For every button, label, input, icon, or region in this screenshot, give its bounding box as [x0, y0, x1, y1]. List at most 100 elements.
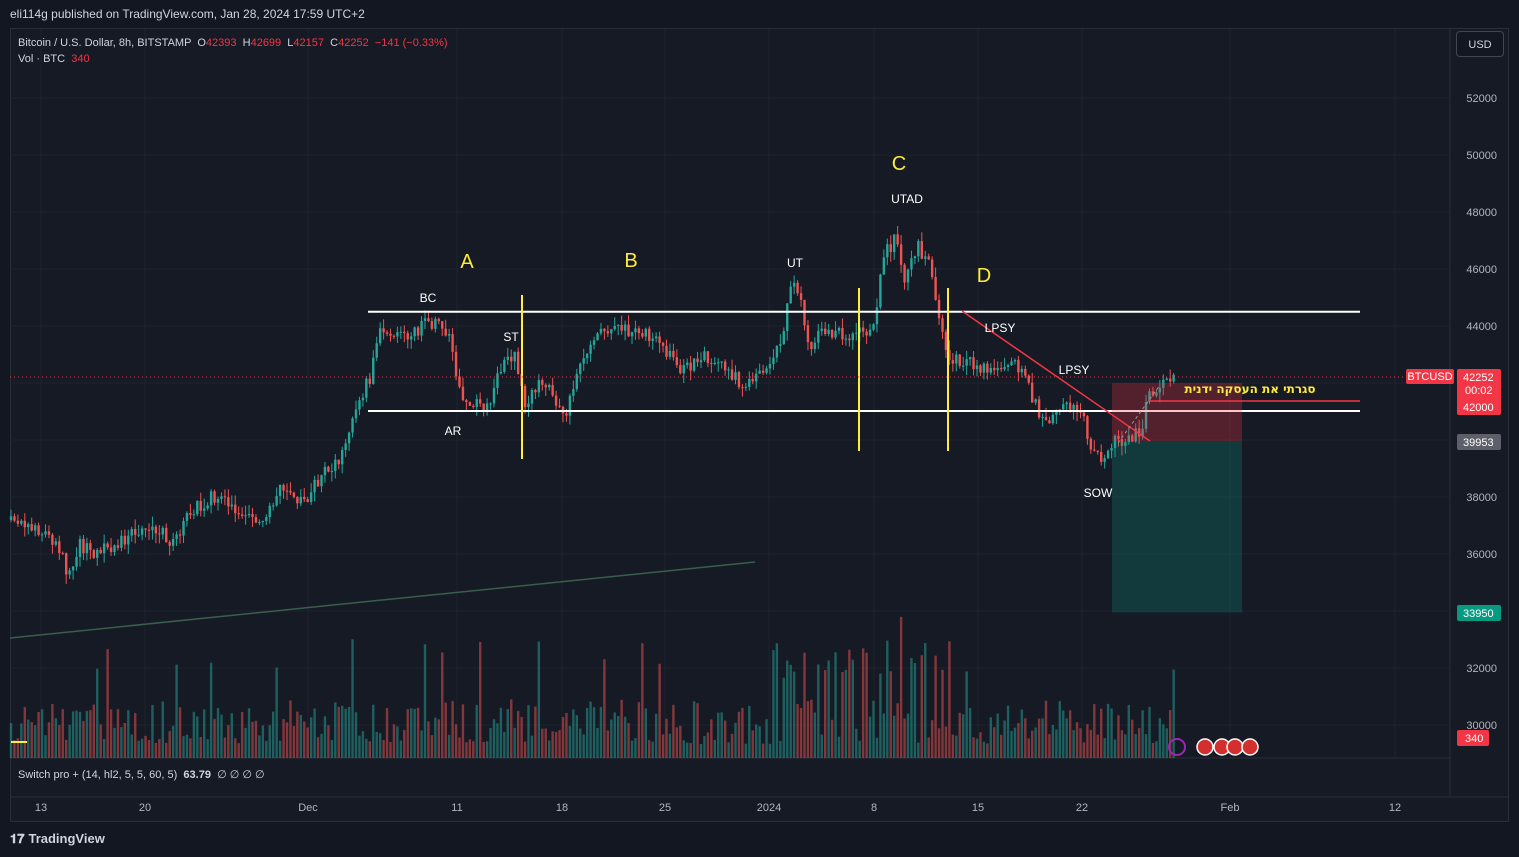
- volume-bar: [147, 739, 151, 758]
- candle-body: [1117, 435, 1120, 440]
- event-label: UTAD: [891, 192, 923, 206]
- volume-bar: [1006, 705, 1010, 758]
- candle-body: [944, 331, 948, 351]
- candle-body: [247, 514, 251, 516]
- candle-body: [582, 358, 585, 364]
- candle-body: [378, 328, 382, 344]
- candle-body: [620, 324, 623, 331]
- volume-bar: [396, 726, 399, 758]
- volume-bar: [834, 652, 837, 758]
- entry-price-tag: [1457, 434, 1501, 450]
- candle-body: [758, 370, 761, 374]
- candle-body: [265, 517, 268, 522]
- volume-bar: [82, 720, 85, 758]
- candle-body: [558, 405, 561, 407]
- candle-body: [158, 533, 161, 535]
- volume-bar: [479, 642, 482, 758]
- volume-bar: [561, 717, 565, 758]
- candle-body: [244, 515, 247, 517]
- candle-body: [817, 331, 820, 343]
- candle-body: [634, 328, 637, 333]
- volume-bar: [779, 740, 782, 758]
- symbol-title[interactable]: Bitcoin / U.S. Dollar, 8h, BITSTAMP: [18, 37, 192, 49]
- candle-body: [792, 282, 796, 287]
- volume-bar: [975, 738, 979, 758]
- volume-bar: [679, 725, 682, 758]
- volume-bar: [592, 707, 596, 758]
- volume-bar: [344, 708, 347, 758]
- volume-bar: [454, 724, 458, 758]
- volume-bar: [913, 663, 917, 758]
- volume-bar: [465, 742, 468, 758]
- candle-body: [403, 331, 406, 334]
- volume-bar: [965, 671, 968, 758]
- candle-body: [261, 521, 265, 523]
- y-tick-label: 30000: [1466, 720, 1497, 732]
- candle-body: [54, 541, 58, 545]
- volume-bar: [610, 719, 613, 758]
- candle-body: [855, 332, 858, 334]
- candle-body: [58, 541, 61, 554]
- candle-body: [703, 351, 706, 361]
- volume-bar: [44, 735, 47, 758]
- entry-price-value: 39953: [1463, 437, 1494, 449]
- volume-bar: [213, 719, 216, 758]
- volume-bar: [661, 734, 665, 758]
- volume-bar: [272, 711, 275, 758]
- volume-bar: [472, 741, 475, 758]
- volume-bar: [182, 736, 185, 758]
- volume-bar: [513, 727, 516, 758]
- downtrend-line: [961, 310, 1151, 442]
- volume-bar: [1020, 709, 1024, 758]
- volume-bar: [20, 723, 23, 758]
- candle-body: [468, 402, 472, 406]
- candle-body: [99, 549, 102, 554]
- candle-body: [579, 363, 582, 374]
- volume-bar: [620, 699, 623, 758]
- lightning-event-icon: [1168, 738, 1186, 756]
- candle-body: [65, 553, 68, 575]
- volume-bar: [206, 739, 209, 758]
- candle-body: [710, 363, 713, 365]
- candle-body: [868, 329, 872, 336]
- volume-bar: [544, 728, 547, 758]
- tradingview-logo[interactable]: 𝟏𝟕 TradingView: [10, 831, 105, 847]
- candle-body: [216, 498, 220, 503]
- volume-bar: [382, 739, 385, 758]
- volume-label: Vol · BTC: [18, 53, 66, 65]
- candle-body: [430, 321, 434, 329]
- candle-body: [30, 524, 33, 531]
- candle-body: [23, 520, 26, 528]
- candle-body: [437, 318, 440, 322]
- candle-body: [296, 496, 299, 504]
- volume-bar: [154, 742, 158, 758]
- candle-body: [879, 274, 882, 308]
- volume-bar: [209, 662, 213, 758]
- indicator-label[interactable]: Switch pro + (14, hl2, 5, 5, 60, 5): [18, 769, 178, 781]
- volume-bar: [696, 703, 699, 758]
- candle-body: [209, 491, 213, 506]
- volume-bar: [772, 650, 775, 758]
- candle-body: [827, 329, 830, 335]
- volume-bar: [161, 701, 164, 758]
- volume-bar: [134, 712, 137, 758]
- candle-body: [441, 321, 444, 329]
- currency-button[interactable]: USD: [1456, 31, 1504, 57]
- event-label: BC: [420, 291, 437, 305]
- candle-body: [178, 534, 182, 536]
- volume-bar: [234, 738, 237, 758]
- phase-label: D: [977, 265, 991, 287]
- candle-body: [837, 327, 841, 331]
- last-price-value: 42252: [1463, 372, 1494, 384]
- volume-bar: [551, 731, 554, 758]
- volume-bar: [899, 616, 903, 758]
- candle-body: [910, 258, 913, 270]
- volume-bar: [516, 710, 520, 758]
- volume-bar: [75, 710, 78, 758]
- volume-bar: [437, 719, 440, 758]
- volume-bar: [530, 735, 534, 758]
- candle-body: [361, 397, 365, 401]
- volume-bar: [1034, 727, 1037, 758]
- low-label: L: [287, 37, 294, 49]
